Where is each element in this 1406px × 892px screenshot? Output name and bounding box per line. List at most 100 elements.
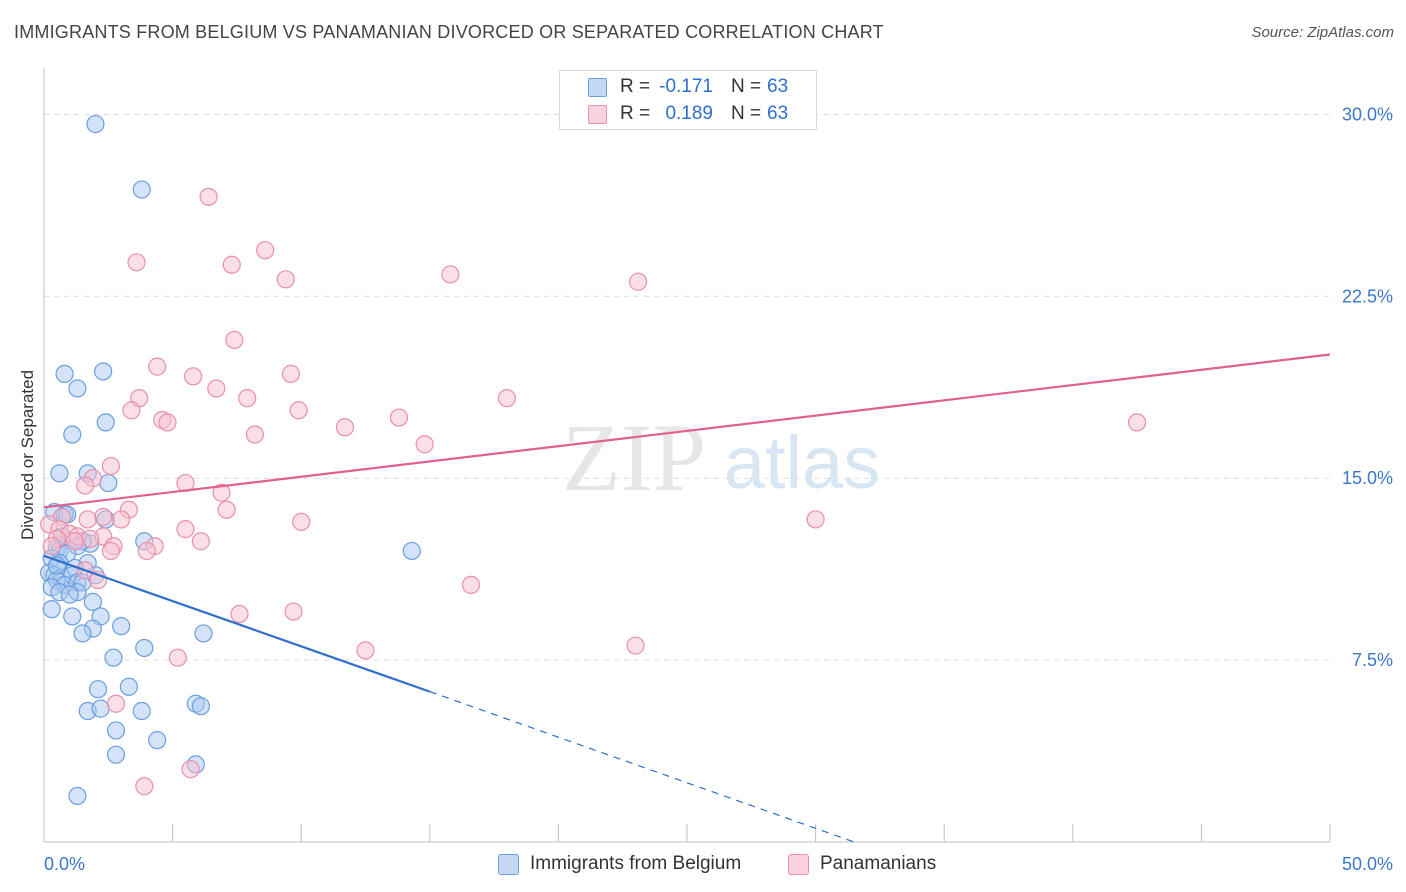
data-points <box>40 114 1147 806</box>
legend-n-label: N = <box>731 103 762 124</box>
legend-r-label: R = <box>620 76 651 97</box>
y-tick-label: 15.0% <box>1342 468 1393 488</box>
source-attribution: Source: ZipAtlas.com <box>1251 24 1394 41</box>
legend-label-panamanians: Panamanians <box>820 853 937 874</box>
panamanian-point <box>626 636 645 655</box>
legend-r-value: 0.189 <box>665 103 713 124</box>
panamanian-point <box>238 389 257 408</box>
belgium-point <box>63 607 82 626</box>
belgium-point <box>194 624 213 643</box>
belgium-point <box>63 425 82 444</box>
legend-n-value: 63 <box>767 103 789 124</box>
panamanian-point <box>629 272 648 291</box>
panamanian-point <box>181 760 200 779</box>
panamanian-point <box>78 510 97 529</box>
panamanian-point <box>122 401 141 420</box>
belgium-trend-line-extension <box>429 691 855 843</box>
panamanian-point <box>94 507 113 527</box>
belgium-point <box>99 473 118 493</box>
panamanian-point <box>415 435 434 454</box>
panamanian-point <box>356 641 375 660</box>
panamanian-point <box>461 575 481 595</box>
y-tick-label: 30.0% <box>1342 104 1393 124</box>
panamanian-point <box>225 330 244 350</box>
y-tick-label: 7.5% <box>1352 650 1393 670</box>
panamanian-point <box>284 602 303 621</box>
belgium-point <box>68 379 87 398</box>
panamanian-point <box>292 512 311 531</box>
panamanian-point <box>112 510 131 529</box>
legend-swatch-blue <box>498 854 519 875</box>
panamanian-point <box>168 648 187 667</box>
belgium-point <box>104 648 123 667</box>
belgium-point <box>106 745 126 764</box>
panamanian-point <box>217 500 236 519</box>
belgium-point <box>119 677 138 696</box>
watermark-zip: ZIP <box>562 404 706 511</box>
panamanian-point <box>497 389 517 408</box>
belgium-point <box>42 600 61 619</box>
panamanian-point <box>207 379 226 398</box>
watermark-atlas: atlas <box>724 421 880 504</box>
panamanian-point <box>191 532 210 551</box>
panamanian-point <box>289 401 308 420</box>
panamanian-point <box>441 265 460 284</box>
legend-r-value: -0.171 <box>659 76 713 97</box>
belgium-point <box>94 362 113 381</box>
legend-r-label: R = <box>620 103 651 124</box>
x-tick-label: 0.0% <box>44 854 85 874</box>
panamanian-point <box>184 367 203 386</box>
panamanian-point <box>42 537 61 556</box>
panamanian-point <box>176 520 195 539</box>
belgium-point <box>96 413 115 432</box>
belgium-trend-line <box>43 554 431 693</box>
panamanian-point <box>106 694 126 713</box>
belgium-point <box>191 697 210 716</box>
belgium-point <box>86 114 105 134</box>
belgium-point <box>132 180 151 199</box>
belgium-point <box>55 364 74 383</box>
series-legend: Immigrants from Belgium Panamanians <box>0 852 1406 878</box>
axes <box>43 68 1331 843</box>
legend-swatch-pink <box>788 854 809 875</box>
panamanian-point <box>335 418 355 437</box>
panamanian-point <box>76 476 95 495</box>
belgium-point <box>68 786 87 806</box>
panamanian-point <box>135 777 154 796</box>
legend-n-label: N = <box>731 76 762 97</box>
correlation-legend: R = -0.171 N = 63 R = 0.189 N = 63 <box>559 70 817 130</box>
panamanian-point <box>230 604 249 624</box>
x-tick-label: 50.0% <box>1342 854 1393 874</box>
panamanian-point <box>81 529 100 548</box>
panamanian-point <box>281 364 301 383</box>
belgium-point <box>73 624 92 643</box>
legend-swatch-pink <box>588 105 607 124</box>
belgium-point <box>148 731 167 750</box>
legend-n-value: 63 <box>767 76 789 97</box>
panamanian-point <box>137 541 156 561</box>
panamanian-point <box>212 483 231 502</box>
legend-row-panamanians: R = 0.189 N = 63 <box>560 101 816 127</box>
belgium-point <box>60 585 79 604</box>
panamanian-point <box>1127 413 1147 432</box>
belgium-point <box>88 680 108 699</box>
tick-labels: 7.5% 15.0% 22.5% 30.0% 0.0% 50.0% <box>44 104 1393 874</box>
belgium-point <box>50 464 69 483</box>
panamanian-point <box>101 456 120 476</box>
panamanian-point <box>148 357 167 376</box>
panamanian-point <box>127 253 146 272</box>
belgium-point <box>91 699 110 718</box>
trend-lines <box>43 353 1331 843</box>
panamanian-point <box>65 532 84 551</box>
panamanian-point <box>222 255 241 274</box>
watermark: ZIP atlas <box>562 404 880 511</box>
belgium-point <box>112 617 131 636</box>
panamanian-trend-line <box>43 353 1331 509</box>
legend-swatch-blue <box>588 78 607 97</box>
belgium-point <box>135 638 154 658</box>
panamanian-point <box>256 241 275 260</box>
belgium-point <box>402 541 421 561</box>
panamanian-point <box>245 425 265 444</box>
chart-title: IMMIGRANTS FROM BELGIUM VS PANAMANIAN DI… <box>14 22 884 42</box>
